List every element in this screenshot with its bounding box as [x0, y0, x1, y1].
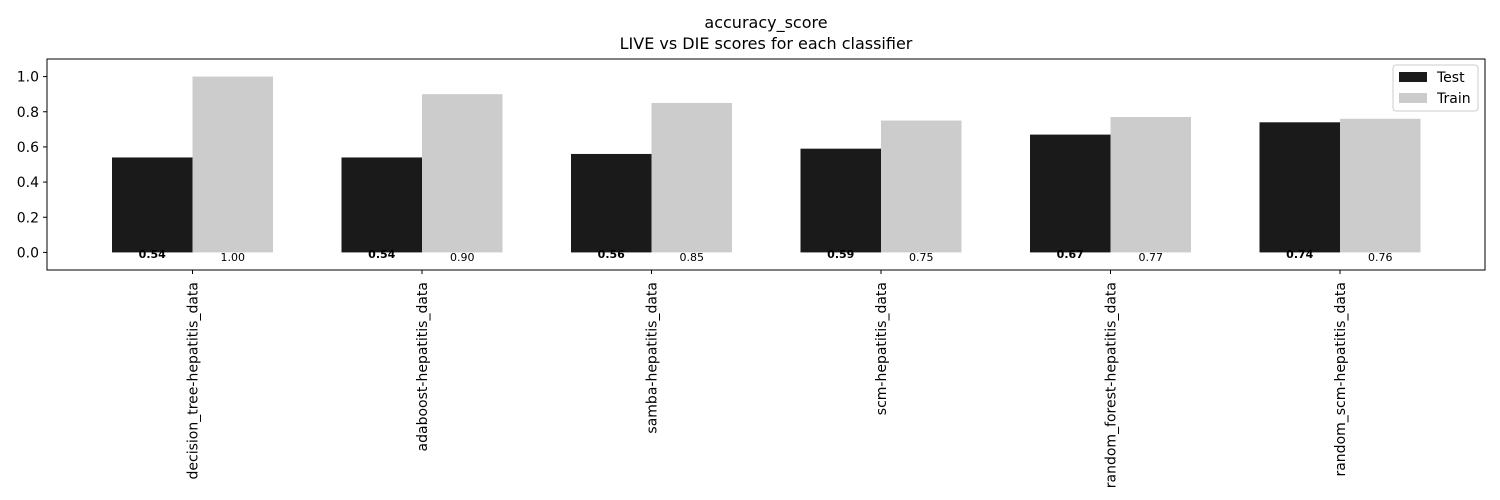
y-tick-label: 0.6	[17, 140, 39, 156]
x-tick-label: random_forest-hepatitis_data	[1104, 282, 1120, 488]
bar-test	[1030, 134, 1111, 253]
chart-title: accuracy_score	[704, 13, 827, 33]
x-tick-label: adaboost-hepatitis_data	[415, 282, 431, 451]
y-tick-label: 0.8	[17, 105, 39, 121]
axes-frame	[46, 58, 1486, 271]
data-label-test: 0.74	[1286, 248, 1313, 261]
bar-train	[1110, 117, 1191, 253]
x-tick-label: random_scm-hepatitis_data	[1333, 282, 1349, 477]
bar-test	[341, 157, 422, 253]
y-tick-label: 0.4	[17, 175, 39, 191]
bar-train	[881, 120, 962, 253]
legend-label-test: Test	[1436, 70, 1465, 86]
legend-label-train: Train	[1436, 91, 1471, 107]
y-tick-label: 0.2	[17, 210, 39, 226]
bar-test	[112, 157, 193, 253]
data-label-train: 1.00	[221, 251, 246, 264]
data-label-train: 0.76	[1368, 251, 1393, 264]
data-label-test: 0.56	[598, 248, 625, 261]
x-tick-label: samba-hepatitis_data	[645, 282, 661, 434]
y-tick-label: 1.0	[17, 70, 39, 86]
bar-test	[800, 148, 881, 253]
x-tick-label: decision_tree-hepatitis_data	[186, 282, 202, 479]
y-tick-label: 0.0	[17, 245, 39, 261]
chart-subtitle: LIVE vs DIE scores for each classifier	[620, 34, 913, 53]
bar-test	[571, 153, 652, 253]
data-label-test: 0.54	[368, 248, 395, 261]
data-label-train: 0.90	[450, 251, 475, 264]
bar-train	[1340, 118, 1421, 253]
bar-train	[422, 94, 503, 253]
legend-swatch-test	[1399, 72, 1427, 82]
data-label-test: 0.67	[1057, 248, 1084, 261]
data-label-train: 0.85	[680, 251, 705, 264]
x-tick-label: scm-hepatitis_data	[874, 282, 890, 415]
data-label-train: 0.77	[1139, 251, 1164, 264]
legend-swatch-train	[1399, 93, 1427, 103]
bar-test	[1259, 122, 1340, 253]
data-label-test: 0.54	[139, 248, 166, 261]
bar-train	[651, 102, 732, 253]
bar-train	[192, 76, 273, 253]
data-label-test: 0.59	[827, 248, 854, 261]
data-label-train: 0.75	[909, 251, 934, 264]
legend: Test Train	[1392, 64, 1479, 112]
plot-area: 0.54 0.54 0.56 0.59 0.67 0.74 1.00 0.90 0.85 0.75…	[17, 58, 1486, 488]
